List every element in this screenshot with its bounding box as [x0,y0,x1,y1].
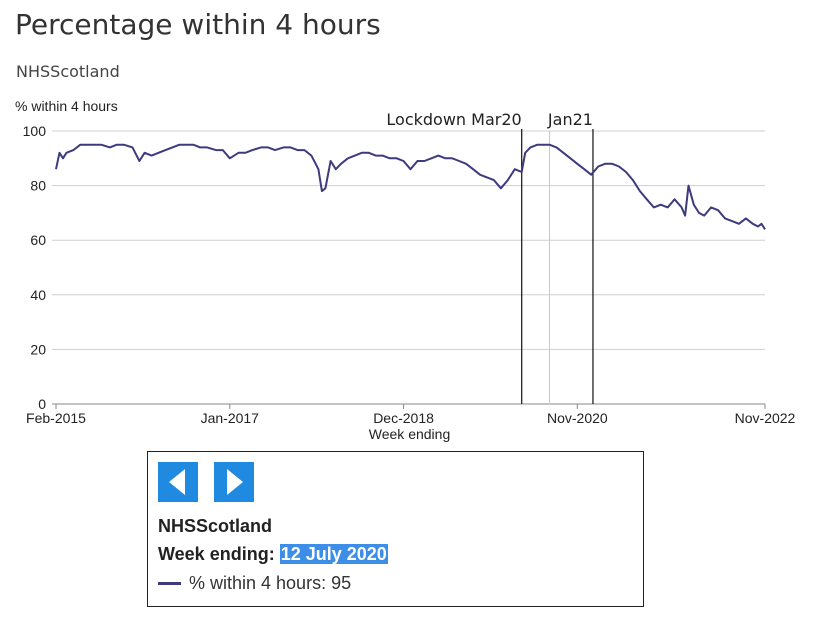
page-title: Percentage within 4 hours [15,8,381,41]
series-line-0 [55,143,766,230]
tooltip-week-label: Week ending: [158,544,275,564]
chevron-left-icon [169,469,185,495]
tooltip-week-row: Week ending: 12 July 2020 [158,544,388,565]
line-chart[interactable]: % within 4 hours 0 20 40 60 80 100 Feb-2015 Jan-… [0,0,823,450]
series-swatch [158,582,181,585]
y-tick-label: 0 [38,396,46,412]
previous-point-button[interactable] [158,462,198,502]
tooltip-value-row: % within 4 hours: 95 [158,573,351,594]
next-point-button[interactable] [214,462,254,502]
tooltip-panel: NHSScotland Week ending: 12 July 2020 % … [147,451,644,607]
y-tick-label: 20 [30,341,46,357]
y-axis-label: % within 4 hours [15,98,118,114]
chevron-right-icon [227,469,243,495]
x-tick-label: Dec-2018 [373,410,434,426]
tooltip-region: NHSScotland [158,516,273,536]
y-tick-label: 40 [30,287,46,303]
x-axis-label: Week ending [369,426,450,442]
x-tick-label: Jan-2017 [201,410,260,426]
tooltip-series-label: % within 4 hours: [189,573,327,593]
tooltip-series-value: 95 [331,573,352,593]
y-tick-label: 80 [30,178,46,194]
tooltip-week-value: 12 July 2020 [279,544,388,564]
annotation-label: Lockdown Mar20 [386,110,521,129]
y-tick-label: 60 [30,232,46,248]
annotation-label: Jan21 [547,110,593,129]
y-tick-label: 100 [23,123,47,139]
x-tick-label: Nov-2020 [547,410,608,426]
page-subtitle: NHSScotland [16,62,120,81]
x-tick-label: Feb-2015 [26,410,86,426]
x-tick-label: Nov-2022 [735,410,796,426]
